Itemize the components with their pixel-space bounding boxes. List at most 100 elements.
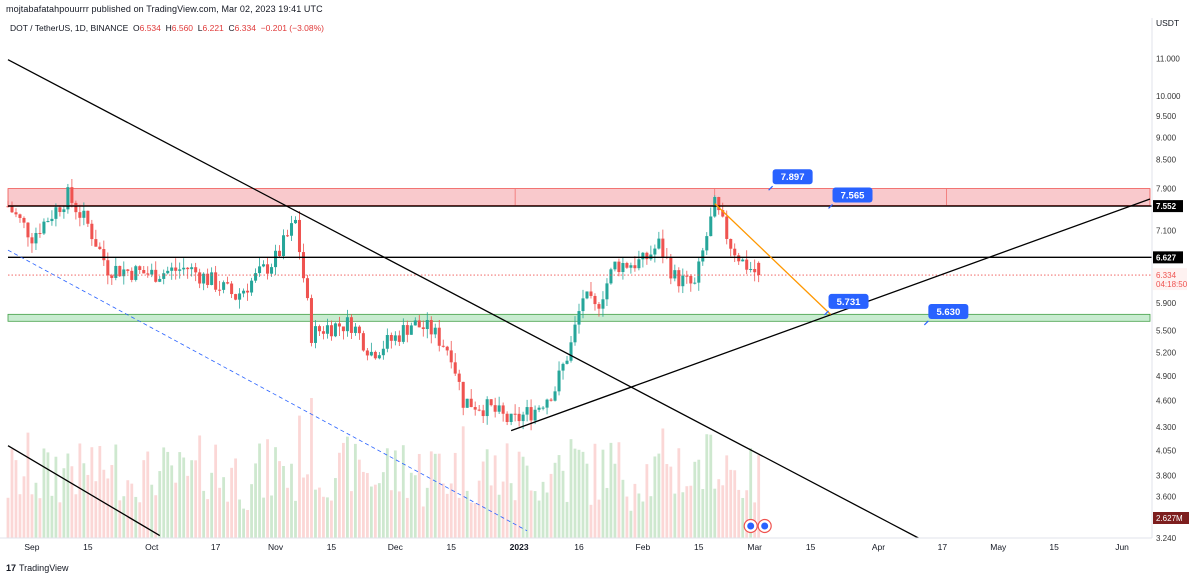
volume-bar [577, 449, 581, 538]
volume-bar [130, 483, 134, 538]
candle-body [214, 272, 218, 290]
candle-body [258, 266, 262, 274]
candle-body [309, 298, 313, 343]
candle-body [86, 210, 90, 224]
candle-body [601, 299, 605, 309]
chart-area[interactable]: 7.897 7.565 5.731 5.630 USDT 11.000 10.000 9.50… [0, 18, 1200, 579]
candle-body [617, 261, 621, 273]
candle-body [469, 398, 473, 408]
candle-body [629, 265, 633, 268]
candle-body [126, 269, 130, 271]
low-value: 6.221 [202, 23, 224, 33]
candle-body [246, 290, 250, 293]
x-tick-label: 15 [806, 542, 816, 552]
volume-bar [210, 472, 214, 538]
volume-bar [326, 497, 329, 538]
candle-body [409, 325, 413, 335]
candle-body [553, 391, 557, 401]
volume-bar [74, 494, 78, 538]
volume-bar [665, 464, 669, 538]
volume-bar [537, 500, 541, 538]
volume-bar [278, 461, 281, 538]
candle-body [349, 317, 353, 333]
volume-bar [338, 452, 341, 538]
volume-bar [473, 503, 477, 538]
volume-bar [86, 474, 90, 538]
volume-bar [673, 493, 677, 538]
volume-bar [717, 479, 721, 538]
volume-bar [453, 452, 457, 538]
price-chart[interactable]: 7.897 7.565 5.731 5.630 USDT 11.000 10.000 9.50… [0, 18, 1200, 579]
candle-body [82, 210, 86, 218]
candle-body [673, 270, 677, 279]
candle-body [669, 257, 673, 279]
volume-bar [461, 426, 465, 538]
candle-body [657, 238, 661, 249]
y-tick-label: 3.800 [1156, 471, 1177, 480]
price-tag-bg [1153, 268, 1187, 291]
volume-bar [306, 474, 309, 538]
callout-badge [832, 187, 873, 203]
volume-bar [501, 481, 505, 538]
candle-body [721, 210, 725, 217]
candle-body [621, 263, 625, 273]
volume-tag-bg [1153, 512, 1189, 524]
candle-body [226, 282, 230, 284]
volume-bar [565, 501, 569, 538]
candle-body [513, 413, 517, 415]
dashed-trendline [7, 249, 528, 532]
candle-body [353, 326, 357, 333]
candle-body [493, 405, 497, 412]
open-label: O [132, 23, 140, 33]
x-tick-label: May [990, 542, 1007, 552]
volume-bar [545, 492, 549, 538]
volume-bar [521, 456, 525, 538]
candle-body [270, 267, 274, 274]
volume-bar [54, 456, 58, 538]
candle-body [321, 331, 325, 334]
candle-body [545, 399, 549, 408]
candle-body [98, 246, 102, 250]
volume-bar [290, 463, 293, 538]
candle-body [381, 348, 385, 356]
x-tick-label: 15 [446, 542, 456, 552]
candle-body [106, 260, 110, 276]
candle-body [373, 351, 377, 359]
candle-body [525, 407, 529, 415]
y-tick-label: 4.900 [1156, 372, 1177, 381]
volume-bar [625, 496, 629, 538]
volume-bar [561, 470, 565, 538]
candle-body [597, 304, 601, 309]
volume-bar [621, 479, 625, 538]
candle-body [170, 267, 174, 271]
volume-bar [234, 458, 237, 538]
candle-body [413, 320, 417, 326]
volume-bar [10, 449, 14, 538]
volume-bar [361, 471, 365, 538]
volume-bar [469, 502, 473, 538]
candle-body [282, 235, 286, 256]
candle-body [202, 273, 206, 284]
candle-body [429, 320, 433, 335]
x-tick-label: 15 [1049, 542, 1059, 552]
y-tick-label: 11.000 [1156, 55, 1180, 64]
axis-level-tag [1153, 200, 1183, 213]
event-flag-icon-center [747, 522, 755, 530]
volume-bar [162, 447, 166, 538]
volume-tag: 2.627M [1156, 514, 1183, 523]
candle-body [521, 414, 525, 422]
candle-body [30, 237, 34, 244]
volume-bar [637, 493, 641, 538]
volume-bar [713, 488, 717, 538]
volume-bar [729, 469, 733, 538]
volume-bar [206, 499, 210, 538]
volume-bar [94, 481, 98, 538]
tradingview-brand: TradingView [19, 563, 69, 573]
candle-body [230, 283, 234, 295]
volume-bar [617, 442, 621, 538]
volume-bar [689, 485, 693, 538]
candle-body [22, 217, 26, 223]
volume-bar [78, 443, 82, 538]
candle-body [313, 326, 317, 343]
candle-body [717, 197, 721, 211]
